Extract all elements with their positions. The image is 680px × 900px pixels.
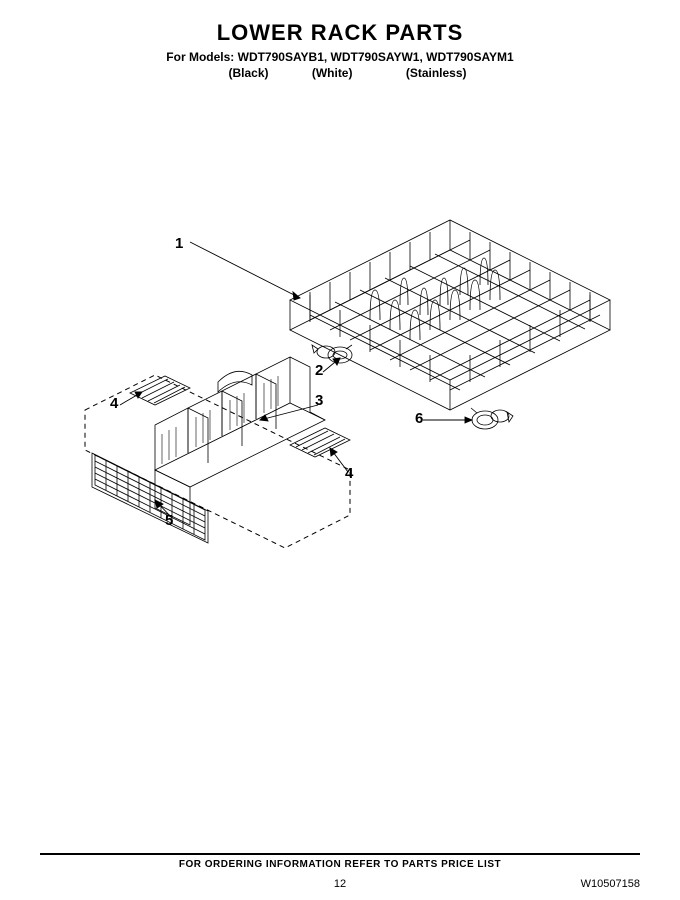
footer-text: FOR ORDERING INFORMATION REFER TO PARTS … — [179, 859, 501, 870]
footer-bar: FOR ORDERING INFORMATION REFER TO PARTS … — [40, 853, 640, 870]
diagram-svg — [40, 120, 640, 550]
part-lower-rack — [290, 220, 610, 410]
part-lid-left — [130, 376, 190, 405]
part-lid-right — [290, 428, 350, 457]
part-wheel-front — [312, 345, 352, 363]
color-stainless: (Stainless) — [406, 66, 467, 80]
page-title: LOWER RACK PARTS — [0, 20, 680, 46]
models-line: For Models: WDT790SAYB1, WDT790SAYW1, WD… — [0, 50, 680, 64]
callout-3: 3 — [315, 392, 323, 409]
callout-4a: 4 — [110, 395, 118, 412]
colors-line: (Black) (White) (Stainless) — [0, 66, 680, 80]
color-black: (Black) — [228, 66, 268, 80]
part-silverware-basket — [155, 357, 325, 525]
callout-2: 2 — [315, 362, 323, 379]
part-wheel-rear — [471, 408, 513, 429]
exploded-diagram: 1 2 3 4 4 5 6 — [40, 120, 640, 550]
callout-6: 6 — [415, 410, 423, 427]
callout-5: 5 — [165, 512, 173, 529]
color-white: (White) — [312, 66, 353, 80]
part-front-grid — [92, 453, 208, 543]
callout-1: 1 — [175, 235, 183, 252]
callout-4b: 4 — [345, 465, 353, 482]
parts-diagram-page: LOWER RACK PARTS For Models: WDT790SAYB1… — [0, 20, 680, 900]
